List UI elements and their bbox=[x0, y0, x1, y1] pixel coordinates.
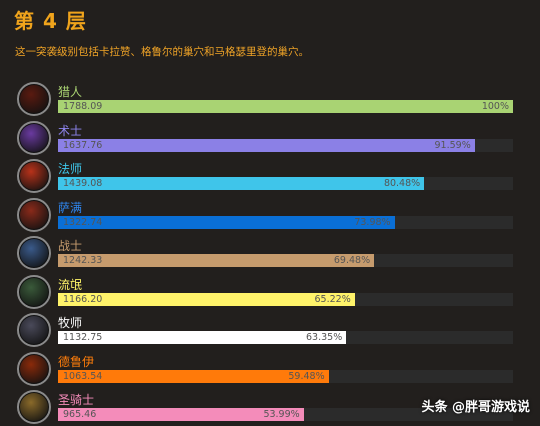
chart-row: 牧师 1132.75 63.35% bbox=[0, 311, 540, 349]
bar-value-label: 1132.75 bbox=[63, 332, 103, 343]
bar: 1439.08 80.48% bbox=[58, 177, 425, 190]
bar: 1637.76 91.59% bbox=[58, 138, 475, 152]
hunter-icon bbox=[17, 82, 51, 116]
bar: 1242.33 69.48% bbox=[58, 254, 375, 267]
bar-percent-label: 100% bbox=[481, 101, 509, 112]
bar: 1132.75 63.35% bbox=[58, 331, 347, 344]
bar-percent-label: 91.59% bbox=[434, 139, 471, 151]
bar-percent-label: 59.48% bbox=[288, 370, 325, 382]
bar: 1166.20 65.22% bbox=[58, 292, 355, 306]
bar-track: 1322.74 73.98% bbox=[58, 215, 513, 229]
bar-value-label: 1637.76 bbox=[63, 139, 103, 151]
bar: 1788.09 100% bbox=[58, 100, 513, 113]
rogue-icon bbox=[17, 274, 51, 309]
chart-row: 战士 1242.33 69.48% bbox=[0, 234, 540, 272]
bar-percent-label: 63.35% bbox=[306, 332, 343, 343]
category-label: 法师 bbox=[58, 162, 83, 176]
bar-value-label: 1166.20 bbox=[63, 293, 103, 305]
bar-value-label: 1788.09 bbox=[63, 101, 103, 112]
bar-percent-label: 53.99% bbox=[263, 409, 300, 420]
bar-percent-label: 65.22% bbox=[314, 293, 351, 305]
category-label: 萨满 bbox=[58, 200, 83, 215]
bar-percent-label: 69.48% bbox=[333, 255, 371, 266]
category-label: 猎人 bbox=[58, 85, 83, 99]
bar-value-label: 1242.33 bbox=[63, 255, 103, 266]
bar-track: 1166.20 65.22% bbox=[58, 292, 513, 306]
bar-value-label: 1322.74 bbox=[63, 216, 103, 228]
chart-row: 术士 1637.76 91.59% bbox=[0, 119, 540, 157]
chart-row: 萨满 1322.74 73.98% bbox=[0, 196, 540, 234]
bar-value-label: 1063.54 bbox=[63, 370, 103, 382]
warrior-icon bbox=[17, 236, 51, 270]
watermark: 头条 @胖哥游戏说 bbox=[421, 400, 530, 415]
page-subtitle: 这一突袭级别包括卡拉赞、格鲁尔的巢穴和马格瑟里登的巢穴。 bbox=[15, 46, 309, 58]
bar-value-label: 965.46 bbox=[63, 409, 97, 420]
bar-track: 1063.54 59.48% bbox=[58, 369, 513, 383]
page-title: 第 4 层 bbox=[14, 9, 87, 33]
bar-track: 1637.76 91.59% bbox=[58, 138, 513, 152]
bar-track: 1242.33 69.48% bbox=[58, 254, 513, 267]
bar-track: 1788.09 100% bbox=[58, 100, 513, 113]
bar-track: 1439.08 80.48% bbox=[58, 177, 513, 190]
category-label: 术士 bbox=[58, 123, 83, 138]
category-label: 圣骑士 bbox=[58, 393, 95, 407]
category-label: 德鲁伊 bbox=[58, 354, 95, 369]
bar: 1063.54 59.48% bbox=[58, 369, 329, 383]
bar-percent-label: 73.98% bbox=[354, 216, 391, 228]
category-label: 战士 bbox=[58, 239, 83, 253]
paladin-icon bbox=[17, 390, 51, 424]
priest-icon bbox=[17, 313, 51, 347]
chart-row: 圣骑士 965.46 53.99% bbox=[0, 388, 540, 426]
mage-icon bbox=[17, 159, 51, 193]
bar-track: 965.46 53.99% bbox=[58, 408, 513, 421]
category-label: 牧师 bbox=[58, 316, 83, 330]
bar: 1322.74 73.98% bbox=[58, 215, 395, 229]
bar-percent-label: 80.48% bbox=[383, 178, 421, 189]
shaman-icon bbox=[17, 197, 51, 232]
chart-row: 猎人 1788.09 100% bbox=[0, 80, 540, 118]
chart-row: 法师 1439.08 80.48% bbox=[0, 157, 540, 195]
bar: 965.46 53.99% bbox=[58, 408, 304, 421]
warlock-icon bbox=[17, 120, 51, 155]
category-label: 流氓 bbox=[58, 277, 83, 292]
bar-value-label: 1439.08 bbox=[63, 178, 103, 189]
bar-track: 1132.75 63.35% bbox=[58, 331, 513, 344]
druid-icon bbox=[17, 351, 51, 386]
chart-row: 德鲁伊 1063.54 59.48% bbox=[0, 350, 540, 388]
chart-row: 流氓 1166.20 65.22% bbox=[0, 273, 540, 311]
